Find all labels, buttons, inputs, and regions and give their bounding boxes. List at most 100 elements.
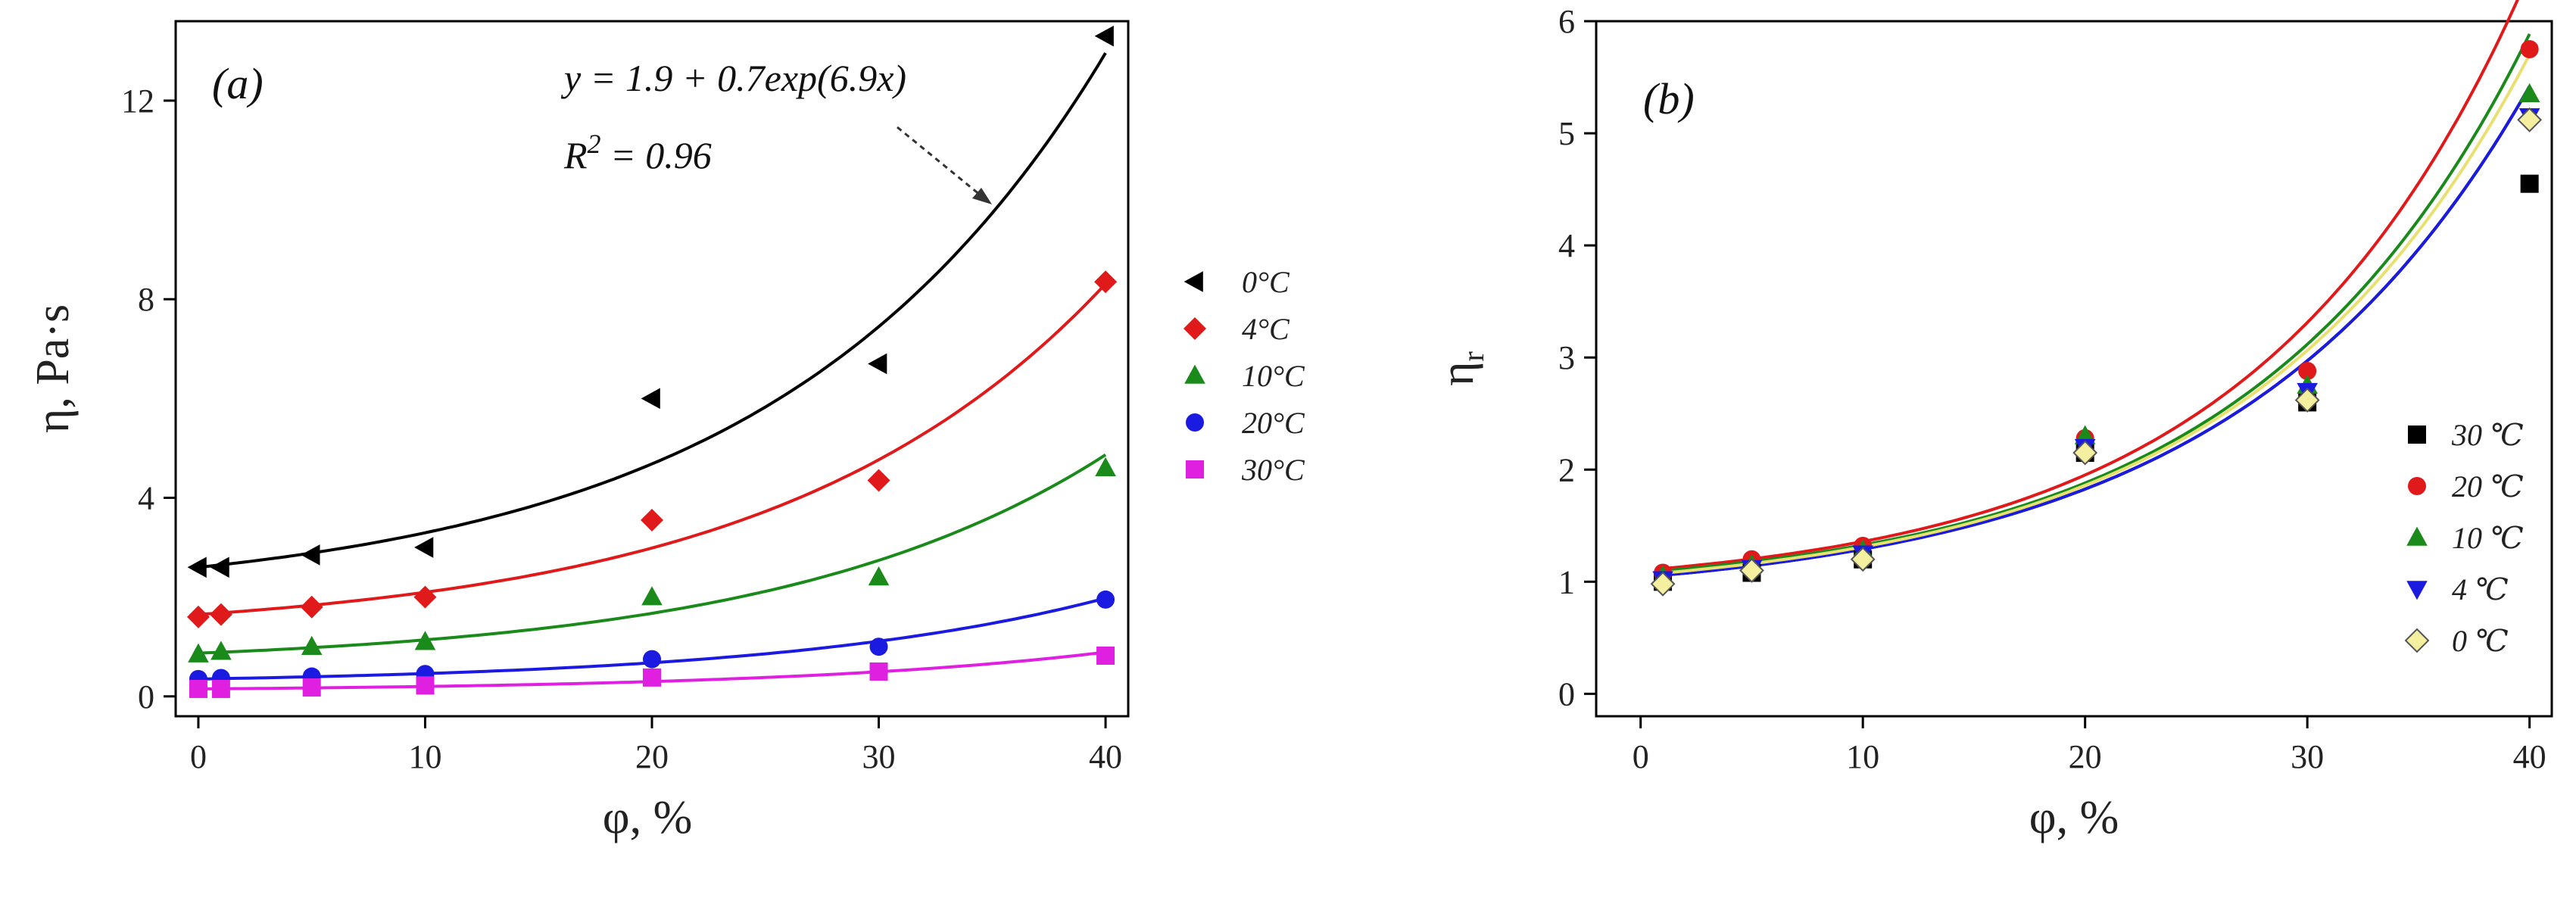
data-point-s3-p5 [641, 586, 663, 606]
legend-marker-5 [2404, 628, 2430, 653]
panel-a-x-ticks: 0 10 20 30 40 [190, 716, 1122, 775]
y-tick-label: 2 [1558, 451, 1575, 488]
panel-b-xlabel: φ, % [2029, 792, 2119, 843]
x-tick-label: 0 [1633, 738, 1649, 775]
data-point-s2-p4 [413, 585, 437, 609]
fit-curve-5 [1662, 54, 2531, 575]
data-point-s5-p3 [302, 678, 321, 697]
legend-label-5: 30°C [1241, 453, 1305, 487]
annotation-arrowhead [972, 188, 992, 204]
legend-marker-1 [1184, 271, 1203, 292]
data-point-s5-p6 [2517, 107, 2543, 132]
legend-marker-5 [1186, 460, 1204, 478]
data-point-s3-p3 [301, 635, 323, 655]
x-tick-label: 10 [408, 738, 441, 775]
x-tick-label: 30 [2291, 738, 2324, 775]
data-point-s4-p6 [869, 637, 888, 656]
data-point-s5-p5 [2294, 388, 2320, 413]
legend-label-3: 10°C [1242, 359, 1305, 393]
legend-marker-4 [2406, 581, 2428, 600]
data-point-s2-p6 [2520, 40, 2539, 59]
y-tick-label: 4 [1558, 227, 1575, 264]
r2-exponent: 2 [588, 129, 601, 159]
data-point-s5-p3 [1850, 547, 1876, 572]
annotation-arrow-line [897, 126, 985, 200]
y-tick-label: 8 [138, 281, 154, 318]
data-point-s1-p7 [1094, 25, 1114, 47]
data-point-s2-p7 [1094, 270, 1118, 294]
data-point-s3-p7 [1095, 457, 1116, 476]
y-tick-label: 0 [1558, 675, 1575, 712]
data-point-s3-p6 [868, 566, 890, 586]
legend-label-2: 4°C [1242, 312, 1290, 346]
data-point-s2-p5 [2298, 361, 2317, 380]
legend-label-5: 0 ℃ [2452, 624, 2509, 658]
y-tick-label: 3 [1558, 339, 1575, 376]
legend-marker-2 [1184, 317, 1206, 340]
data-point-s5-p7 [1096, 647, 1115, 666]
data-point-s2-p1 [186, 605, 210, 628]
data-point-s1-p5 [641, 388, 660, 410]
data-point-s5-p2 [1739, 558, 1764, 583]
legend-label-4: 20°C [1242, 406, 1305, 440]
panel-b: 0 10 20 30 40 0 1 2 3 4 5 6 (b) ηr φ, % 30 ℃ 20 ℃ 10… [1432, 0, 2553, 843]
panel-b-ylabel: ηr [1432, 351, 1490, 386]
y-tick-label: 1 [1558, 563, 1575, 600]
data-point-s1-p1 [187, 556, 207, 578]
legend-marker-1 [2408, 426, 2426, 444]
x-tick-label: 20 [2069, 738, 2102, 775]
data-point-s2-p6 [867, 469, 890, 492]
data-point-s5-p2 [211, 679, 230, 698]
legend-label-1: 0°C [1242, 265, 1290, 299]
panel-a-r2: R2 = 0.96 [563, 129, 712, 176]
data-point-s3-p6 [2518, 83, 2540, 103]
y-tick-label: 12 [121, 83, 154, 120]
data-point-s5-p1 [1650, 571, 1676, 597]
x-tick-label: 10 [1846, 738, 1879, 775]
panel-a-ylabel: η, Pa·s [27, 304, 79, 433]
fit-curve-3 [198, 454, 1107, 655]
data-point-s5-p4 [416, 676, 435, 695]
panel-b-legend: 30 ℃ 20 ℃ 10 ℃ 4 ℃ 0 ℃ [2404, 418, 2524, 658]
data-point-s2-p5 [641, 508, 663, 531]
panel-a-markers [186, 25, 1118, 698]
fit-curve-2 [1662, 0, 2519, 570]
data-point-s3-p2 [211, 641, 232, 660]
data-point-s1-p6 [868, 353, 887, 375]
data-point-s1-p4 [414, 537, 434, 558]
fit-curve-3 [1662, 33, 2531, 572]
data-point-s2-p2 [209, 603, 232, 626]
panel-b-fit-curves [1662, 0, 2531, 577]
fit-curve-1 [198, 51, 1107, 569]
y-tick-label: 6 [1558, 3, 1575, 40]
data-point-s4-p7 [1096, 590, 1115, 609]
y-tick-label: 5 [1558, 115, 1575, 152]
x-tick-label: 0 [190, 738, 207, 775]
legend-marker-3 [1184, 364, 1205, 384]
panel-b-frame [1595, 20, 2553, 718]
panel-a-xlabel: φ, % [603, 792, 692, 843]
fit-curve-1 [1662, 85, 2531, 577]
data-point-s5-p6 [869, 662, 888, 681]
r2-prefix: R [563, 134, 588, 176]
x-tick-label: 20 [635, 738, 669, 775]
legend-marker-2 [2408, 477, 2426, 495]
panel-b-ylabel-main: η [1432, 361, 1483, 385]
fit-curve-4 [1662, 85, 2531, 577]
panel-a-equation: y = 1.9 + 0.7exp(6.9x) [560, 57, 906, 99]
panel-b-ylabel-sub: r [1456, 351, 1490, 361]
r2-value: = 0.96 [601, 134, 712, 176]
fit-curve-2 [198, 282, 1107, 616]
legend-marker-4 [1186, 413, 1204, 432]
y-tick-label: 4 [138, 479, 154, 516]
data-point-s3-p1 [188, 643, 209, 662]
panel-b-y-ticks: 0 1 2 3 4 5 6 [1558, 3, 1596, 712]
panel-b-label: (b) [1643, 74, 1695, 123]
data-point-s1-p3 [301, 544, 320, 566]
panel-b-x-ticks: 0 10 20 30 40 [1633, 716, 2546, 775]
panel-a-legend: 0°C 4°C 10°C 20°C 30°C [1184, 265, 1305, 487]
panel-a: 0 10 20 30 40 0 4 8 12 (a) y = 1.9 + 0.7exp(6.9… [27, 20, 1305, 843]
legend-label-1: 30 ℃ [2451, 418, 2524, 452]
legend-marker-3 [2406, 526, 2428, 546]
